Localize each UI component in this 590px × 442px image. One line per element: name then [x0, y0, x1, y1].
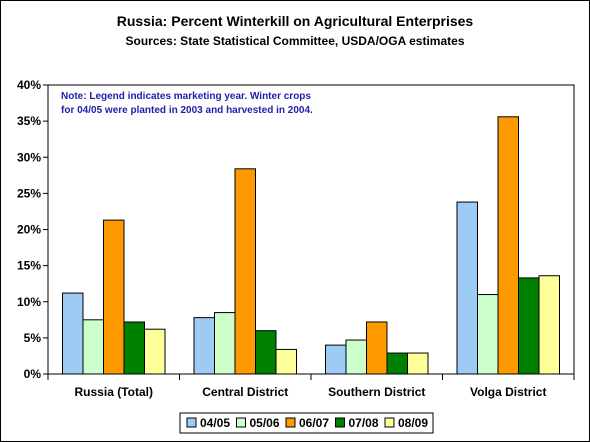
note-line-2: for 04/05 were planted in 2003 and harve…	[61, 105, 313, 116]
legend: 04/05 05/06 06/07 07/08 08/09	[179, 412, 434, 434]
legend-label: 08/09	[398, 416, 428, 430]
bar	[518, 277, 540, 375]
bar	[345, 339, 367, 375]
y-tick-label: 15%	[17, 259, 41, 273]
bar	[103, 219, 125, 375]
legend-label: 07/08	[349, 416, 379, 430]
chart-subtitle: Sources: State Statistical Committee, US…	[126, 34, 465, 48]
bar	[538, 275, 560, 375]
bar	[123, 321, 145, 375]
legend-swatch	[335, 417, 345, 428]
bar	[255, 330, 277, 375]
x-category-label: Volga District	[470, 385, 546, 399]
y-tick-label: 25%	[17, 186, 41, 200]
bar	[325, 344, 347, 375]
bar	[144, 328, 166, 375]
y-axis: 0% 5% 10% 15% 20% 25% 30% 35% 40%	[17, 78, 48, 381]
y-tick-label: 5%	[24, 331, 42, 345]
chart-title: Russia: Percent Winterkill on Agricultur…	[117, 13, 474, 29]
legend-label: 06/07	[299, 416, 329, 430]
y-tick-label: 20%	[17, 223, 41, 237]
bar	[275, 348, 297, 375]
bar	[497, 116, 519, 375]
legend-label: 04/05	[200, 416, 230, 430]
bar	[214, 312, 236, 375]
bar	[193, 317, 215, 375]
x-category-label: Central District	[202, 385, 288, 399]
y-tick-label: 0%	[24, 367, 42, 381]
bar	[62, 292, 84, 375]
x-category-label: Southern District	[328, 385, 425, 399]
bar-series-group	[62, 116, 560, 375]
x-axis: Russia (Total) Central District Southern D…	[47, 374, 575, 399]
bar	[234, 168, 256, 375]
y-tick-label: 35%	[17, 114, 41, 128]
y-tick-label: 40%	[17, 78, 41, 92]
legend-swatch	[384, 417, 395, 428]
legend-swatch	[186, 417, 197, 428]
bar	[366, 321, 388, 375]
legend-swatch	[285, 417, 296, 428]
bar	[477, 294, 499, 375]
bar	[82, 319, 104, 375]
bar	[407, 352, 429, 375]
y-tick-label: 10%	[17, 295, 41, 309]
x-category-label: Russia (Total)	[75, 385, 153, 399]
note-line-1: Note: Legend indicates marketing year. W…	[61, 91, 311, 102]
y-tick-label: 30%	[17, 150, 41, 164]
bar	[456, 201, 478, 375]
legend-swatch	[236, 417, 246, 428]
legend-label: 05/06	[250, 416, 280, 430]
bar	[386, 352, 408, 375]
